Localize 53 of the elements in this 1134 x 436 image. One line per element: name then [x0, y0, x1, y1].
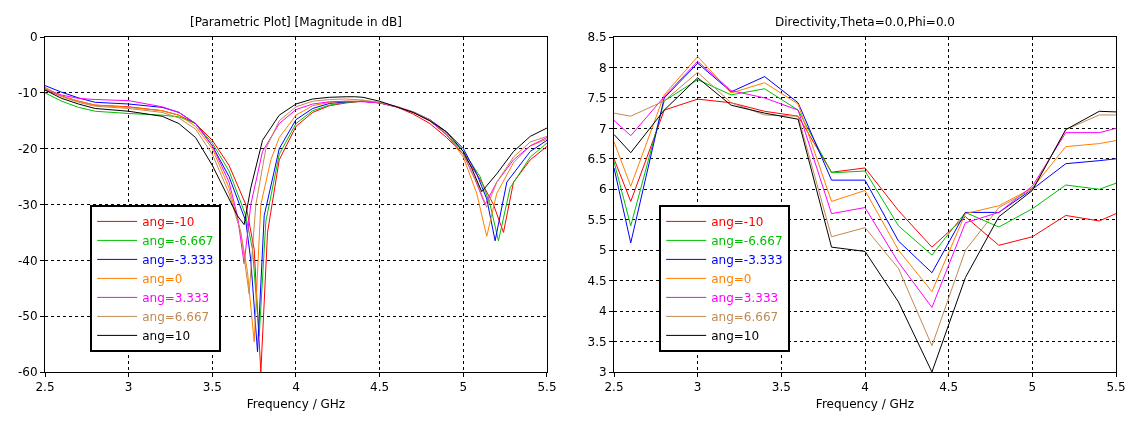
x-axis-title: Frequency / GHz [246, 397, 346, 412]
x-tick-label: 3 [124, 380, 133, 395]
y-tick-label: 4 [598, 304, 607, 319]
x-tick-label: 4.5 [370, 380, 390, 395]
x-tick-label: 4 [861, 380, 869, 395]
x-tick-label: 5 [1028, 380, 1037, 395]
legend-label: ang=3.333 [142, 291, 210, 306]
y-tick-label: 8 [598, 60, 607, 75]
chart-title: Directivity,Theta=0.0,Phi=0.0 [775, 15, 955, 29]
y-tick-label: 4.5 [587, 273, 607, 288]
y-tick-label: 6.5 [587, 152, 607, 167]
x-tick-label: 2.5 [35, 380, 55, 395]
x-tick-label: 4 [292, 380, 300, 395]
y-tick-label: 7 [598, 121, 607, 136]
legend-label: ang=-3.333 [142, 253, 214, 268]
x-tick-label: 3.5 [202, 380, 222, 395]
y-tick-label: 0 [29, 30, 38, 45]
line-series [614, 98, 1116, 248]
legend-label: ang=-3.333 [711, 253, 783, 268]
x-axis-title: Frequency / GHz [815, 397, 915, 412]
legend-label: ang=0 [711, 272, 752, 287]
chart-title: [Parametric Plot] [Magnitude in dB] [190, 15, 402, 29]
y-tick-label: -50 [17, 309, 38, 324]
legend-label: ang=6.667 [142, 310, 210, 325]
legend-label: ang=-6.667 [711, 234, 783, 249]
y-tick-label: -30 [17, 197, 38, 212]
x-tick-label: 5 [459, 380, 468, 395]
y-tick-label: -10 [17, 86, 38, 101]
y-tick-label: -20 [17, 141, 38, 156]
legend-label: ang=10 [142, 329, 191, 344]
legend-label: ang=0 [142, 272, 183, 287]
legend-label: ang=10 [711, 329, 760, 344]
y-tick-label: -40 [17, 253, 38, 268]
x-tick-label: 3.5 [771, 380, 791, 395]
legend-label: ang=-6.667 [142, 234, 214, 249]
y-tick-label: 6 [598, 182, 607, 197]
legend-label: ang=6.667 [711, 310, 779, 325]
x-tick-label: 2.5 [604, 380, 624, 395]
y-tick-label: 8.5 [587, 30, 607, 45]
y-tick-label: 3 [598, 365, 607, 380]
x-tick-label: 5.5 [537, 380, 557, 395]
y-tick-label: 3.5 [587, 334, 607, 349]
legend-label: ang=-10 [142, 215, 195, 230]
y-tick-label: -60 [17, 365, 38, 380]
x-tick-label: 4.5 [939, 380, 959, 395]
legend-label: ang=3.333 [711, 291, 779, 306]
y-tick-label: 5.5 [587, 212, 607, 227]
x-tick-label: 5.5 [1106, 380, 1126, 395]
x-tick-label: 3 [693, 380, 702, 395]
y-tick-label: 7.5 [587, 91, 607, 106]
line-series [614, 79, 1116, 256]
legend-label: ang=-10 [711, 215, 764, 230]
y-tick-label: 5 [598, 243, 607, 258]
